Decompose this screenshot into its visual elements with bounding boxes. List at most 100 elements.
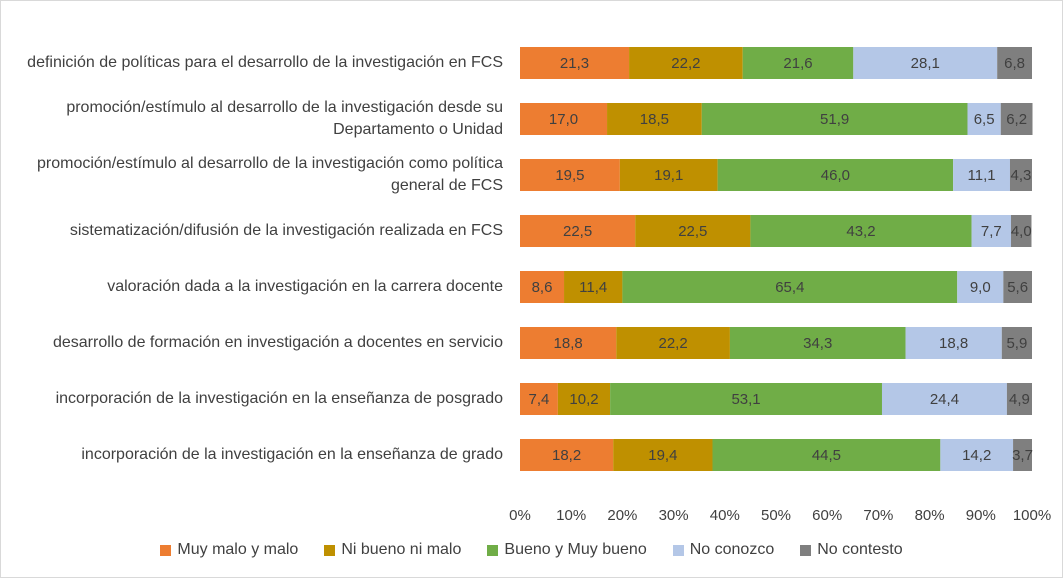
value-label: 22,2 [658, 335, 687, 352]
bar-segment [520, 271, 565, 303]
value-label: 43,2 [846, 223, 875, 240]
legend-item: No contesto [800, 541, 903, 559]
value-label: 4,9 [1009, 391, 1030, 408]
legend-swatch [160, 544, 172, 556]
legend-swatch [487, 544, 499, 556]
value-label: 21,3 [560, 55, 589, 72]
value-label: 4,0 [1011, 223, 1032, 240]
bar-segment [607, 103, 702, 135]
bar-segment [971, 215, 1012, 247]
bar-segment [717, 159, 954, 191]
bar-segment [564, 271, 623, 303]
value-label: 6,5 [974, 111, 995, 128]
value-label: 17,0 [549, 111, 578, 128]
category-label: sistematización/difusión de la investiga… [69, 222, 503, 239]
legend: Muy malo y malo Ni bueno ni malo Bueno y M… [1, 541, 1062, 559]
value-label: 51,9 [820, 111, 849, 128]
value-label: 24,4 [930, 391, 959, 408]
bar-segment [1006, 383, 1032, 415]
value-label: 7,7 [981, 223, 1002, 240]
bar-segment [635, 215, 751, 247]
value-label: 28,1 [911, 55, 940, 72]
bar-segment [622, 271, 958, 303]
value-label: 9,0 [970, 279, 991, 296]
bar-segment [619, 159, 718, 191]
bar-segment [967, 103, 1001, 135]
value-label: 22,5 [678, 223, 707, 240]
bar-segment [613, 439, 713, 471]
value-label: 18,8 [554, 335, 583, 352]
bar-segment [1009, 159, 1032, 191]
bar-segment [853, 47, 998, 79]
category-label: incorporación de la investigación en la … [81, 446, 503, 463]
category-label: incorporación de la investigación en la … [55, 390, 503, 407]
bar-segment [1003, 271, 1032, 303]
bar-segment [742, 47, 854, 79]
bar-segment [957, 271, 1004, 303]
bar-segment [557, 383, 611, 415]
legend-label: Ni bueno ni malo [341, 541, 462, 558]
value-label: 19,4 [648, 447, 677, 464]
bar-segment [953, 159, 1010, 191]
legend-swatch [672, 544, 684, 556]
bar-segment [520, 103, 608, 135]
value-label: 53,1 [731, 391, 760, 408]
bar-segment [629, 47, 743, 79]
value-label: 3,7 [1012, 447, 1033, 464]
bar-segment [1000, 103, 1033, 135]
x-tick-label: 100% [1013, 507, 1051, 524]
legend-label: No contesto [817, 541, 903, 558]
legend-item: Ni bueno ni malo [324, 541, 461, 559]
value-label: 34,3 [803, 335, 832, 352]
value-label: 46,0 [821, 167, 850, 184]
bar-segment [520, 47, 630, 79]
value-label: 18,8 [939, 335, 968, 352]
value-label: 8,6 [532, 279, 553, 296]
x-tick-label: 80% [915, 507, 945, 524]
value-label: 14,2 [962, 447, 991, 464]
bar-segment [750, 215, 972, 247]
value-label: 19,1 [654, 167, 683, 184]
value-label: 18,5 [640, 111, 669, 128]
value-label: 11,4 [579, 279, 607, 296]
x-tick-label: 0% [509, 507, 531, 524]
x-tick-label: 50% [761, 507, 791, 524]
value-label: 65,4 [775, 279, 804, 296]
legend-swatch [324, 544, 336, 556]
value-label: 6,2 [1006, 111, 1027, 128]
bar-segment [1001, 327, 1032, 359]
category-label: valoración dada a la investigación en la… [107, 278, 503, 295]
value-label: 4,3 [1011, 167, 1032, 184]
bar-segment [520, 215, 636, 247]
legend-item: Bueno y Muy bueno [487, 541, 647, 559]
bar-segment [1013, 439, 1032, 471]
category-label: promoción/estímulo al desarrollo de la i… [66, 99, 503, 138]
value-label: 5,6 [1007, 279, 1028, 296]
x-tick-label: 70% [863, 507, 893, 524]
legend-label: Muy malo y malo [177, 541, 299, 558]
x-tick-label: 20% [607, 507, 637, 524]
category-label: promoción/estímulo al desarrollo de la i… [36, 155, 503, 194]
value-label: 18,2 [552, 447, 581, 464]
x-tick-label: 90% [966, 507, 996, 524]
x-tick-label: 30% [659, 507, 689, 524]
category-label: desarrollo de formación en investigación… [52, 334, 503, 351]
value-label: 44,5 [812, 447, 841, 464]
x-tick-label: 10% [556, 507, 586, 524]
legend-item: Muy malo y malo [160, 541, 298, 559]
value-label: 6,8 [1004, 55, 1025, 72]
bar-segment [881, 383, 1007, 415]
value-label: 7,4 [529, 391, 550, 408]
legend-label: Bueno y Muy bueno [504, 541, 647, 558]
bar-segment [712, 439, 941, 471]
bar-segment [1011, 215, 1032, 247]
bar-segment [520, 439, 614, 471]
bar-segment [616, 327, 730, 359]
category-label: definición de políticas para el desarrol… [27, 54, 503, 71]
bar-segment [905, 327, 1002, 359]
bar-segment [701, 103, 968, 135]
bar-segment [940, 439, 1014, 471]
legend-swatch [800, 544, 812, 556]
